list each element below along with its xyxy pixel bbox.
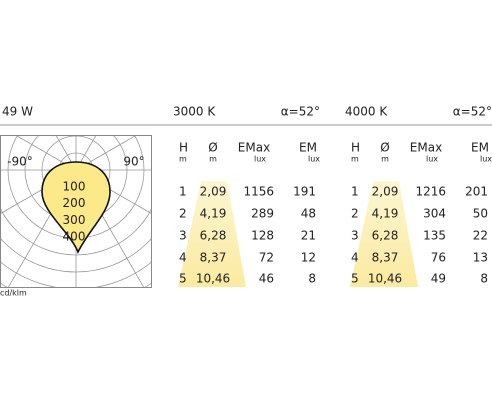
polar-ray [55,135,77,171]
cell: 10,46 [368,272,402,286]
cct: 4000 K [345,105,388,119]
cell: 135 [423,229,446,243]
ring-label: 400 [63,230,86,244]
beam-angle: α=52° [281,105,320,119]
column-head: Ø [208,141,217,155]
cell: 22 [473,229,488,243]
cell: 50 [473,207,488,221]
cell: 2,09 [200,185,227,199]
beam-cone [350,181,418,287]
column-unit: lux [426,155,438,164]
angle-label: 90° [123,155,144,169]
cell: 4,19 [372,207,399,221]
column-unit: m [381,155,389,164]
cell: 46 [259,272,274,286]
cell: 6,28 [200,229,227,243]
cell: 8 [480,272,488,286]
cell: 72 [259,251,274,265]
ring-label: 300 [63,213,86,227]
cell: 3 [179,229,187,243]
cell: 128 [251,229,274,243]
column-head: EM [299,141,317,155]
cct: 3000 K [173,105,216,119]
cell: 5 [179,272,187,286]
cell: 4 [351,251,359,265]
cell: 6,28 [372,229,399,243]
column-head: EMax [238,141,270,155]
cell: 2 [179,207,187,221]
cell: 1156 [243,185,274,199]
cell: 304 [423,207,446,221]
cell: 289 [251,207,274,221]
column-unit: lux [308,155,320,164]
cell: 49 [431,272,446,286]
angle-label: -90° [7,155,33,169]
cell: 1216 [415,185,446,199]
cell: 1 [179,185,187,199]
power: 49 W [2,105,33,119]
column-unit: lux [254,155,266,164]
cell: 191 [293,185,316,199]
polar-ray [14,135,77,171]
cell: 12 [301,251,316,265]
light-curve [41,161,111,254]
cell: 5 [351,272,359,286]
cell: 1 [351,185,359,199]
column-head: H [351,141,360,155]
cell: 10,46 [196,272,230,286]
column-unit: m [351,155,359,164]
column-head: Ø [380,141,389,155]
column-unit: lux [480,155,492,164]
cell: 2 [351,207,359,221]
cell: 8,37 [372,251,399,265]
cell: 21 [301,229,316,243]
cell: 8,37 [200,251,227,265]
column-head: EM [471,141,489,155]
ring-label: 200 [63,196,86,210]
cell: 2,09 [372,185,399,199]
column-head: H [179,141,188,155]
cell: 8 [308,272,316,286]
cell: 48 [301,207,316,221]
cell: 3 [351,229,359,243]
column-head: EMax [410,141,442,155]
column-unit: m [179,155,187,164]
beam-cone [178,181,246,287]
polar-ray [75,135,97,171]
polar-diagram [0,135,152,288]
cell: 4 [179,251,187,265]
cell: 13 [473,251,488,265]
cell: 4,19 [200,207,227,221]
column-unit: m [209,155,217,164]
cell: 201 [465,185,488,199]
ring-label: 100 [63,180,86,194]
polar-ray [75,135,138,171]
beam-angle: α=52° [453,105,492,119]
polar-border [0,135,152,288]
polar-unit: cd/klm [0,289,27,298]
cell: 76 [431,251,446,265]
